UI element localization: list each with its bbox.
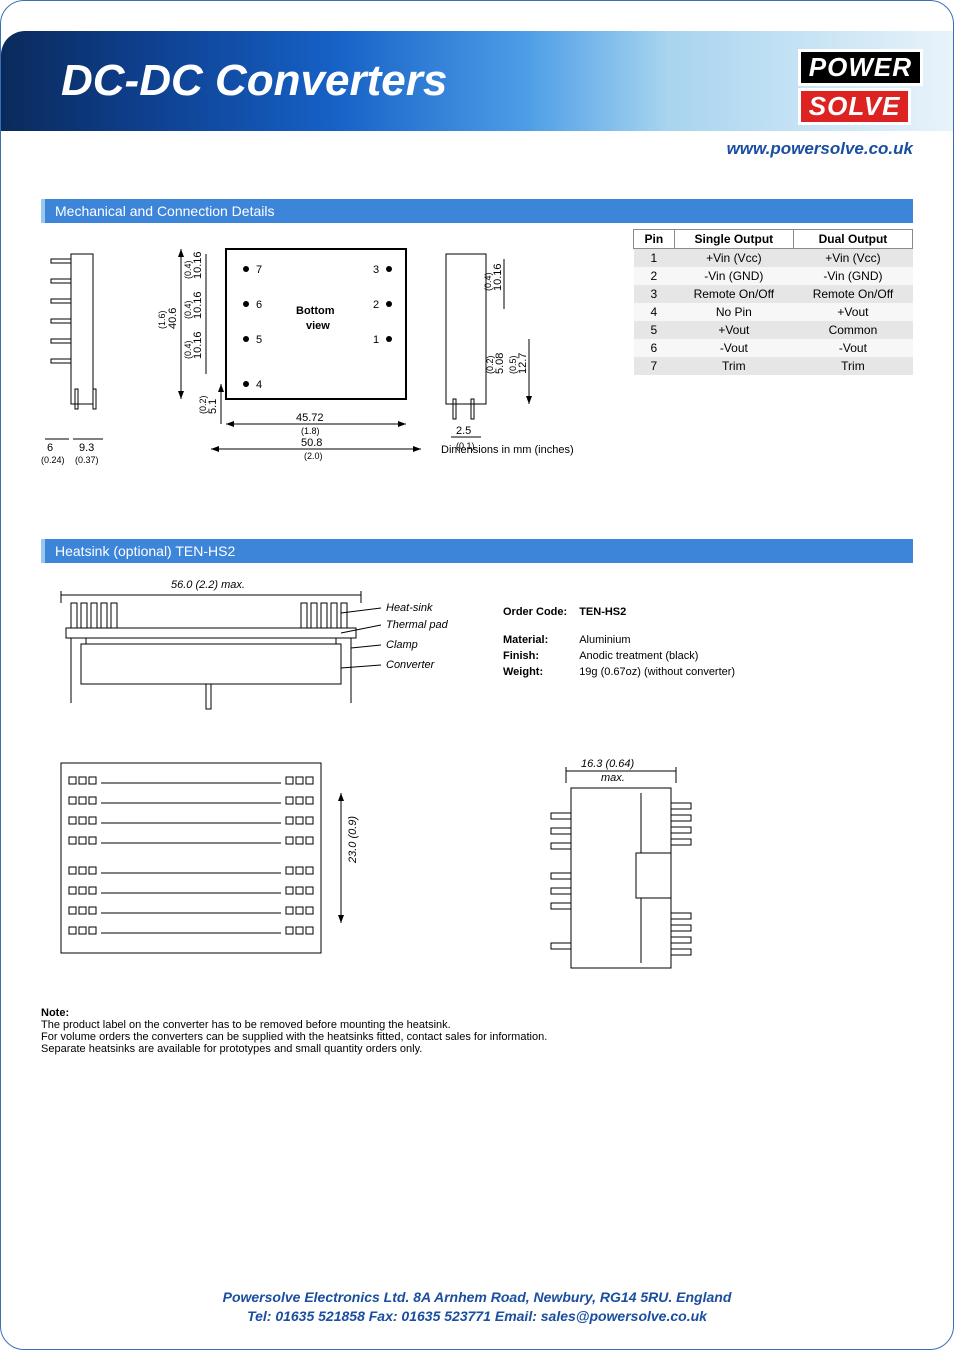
spec-weight: 19g (0.67oz) (without converter) xyxy=(579,665,745,679)
logo-top: POWER xyxy=(798,49,923,86)
dim-406in: (1.6) xyxy=(157,310,167,329)
dim-r-1016mm: 10.16 xyxy=(492,263,504,291)
dim-406mm: 40.6 xyxy=(167,308,179,329)
pin-th-2: Dual Output xyxy=(793,230,912,249)
header-url: www.powersolve.co.uk xyxy=(41,139,913,159)
dimensions-note: Dimensions in mm (inches) xyxy=(441,444,574,456)
callout-converter: Converter xyxy=(386,659,436,671)
page: DC-DC Converters POWER SOLVE www.powerso… xyxy=(0,0,954,1350)
dim-93mm: 9.3 xyxy=(79,442,94,454)
page-title: DC-DC Converters xyxy=(61,56,447,106)
heatsink-assembly-drawing: 56.0 (2.2) max. Heat-sink Thermal pad Cl… xyxy=(41,573,461,733)
pin-4: 4 xyxy=(256,379,262,391)
table-row: 7TrimTrim xyxy=(634,357,913,375)
pin-6: 6 xyxy=(256,299,262,311)
dim-4572mm: 45.72 xyxy=(296,412,324,424)
brand-logo: POWER SOLVE xyxy=(798,49,923,125)
note-block: Note: The product label on the converter… xyxy=(41,1007,913,1055)
footer-line-1: Powersolve Electronics Ltd. 8A Arnhem Ro… xyxy=(1,1288,953,1308)
pin-table-body: 1+Vin (Vcc)+Vin (Vcc) 2-Vin (GND)-Vin (G… xyxy=(634,249,913,376)
callout-thermalpad: Thermal pad xyxy=(386,619,449,631)
bottom-view-drawing: 40.6 (1.6) 10.16 (0.4) 10.16 (0.4) 10.16… xyxy=(151,229,441,479)
pin-5: 5 xyxy=(256,334,262,346)
table-row: 6-Vout-Vout xyxy=(634,339,913,357)
heatsink-end-drawing: 16.3 (0.64) max. xyxy=(521,753,721,993)
spec-material-lbl: Material: xyxy=(503,633,577,647)
header-banner: DC-DC Converters POWER SOLVE xyxy=(1,31,953,131)
callout-heatsink: Heat-sink xyxy=(386,602,433,614)
bottom-view-label-1: Bottom xyxy=(296,305,335,317)
table-row: 2-Vin (GND)-Vin (GND) xyxy=(634,267,913,285)
pin-7: 7 xyxy=(256,264,262,276)
note-line-2: For volume orders the converters can be … xyxy=(41,1031,913,1043)
dim-508mm: 50.8 xyxy=(301,437,322,449)
dim-r-1016in: (0.4) xyxy=(483,272,493,291)
spec-weight-lbl: Weight: xyxy=(503,665,577,679)
bottom-view-label-2: view xyxy=(306,320,330,332)
heatsink-specs: Order Code: TEN-HS2 Material: Aluminium … xyxy=(501,603,747,681)
dim-51mm: 5.1 xyxy=(207,399,219,414)
pin-th-1: Single Output xyxy=(674,230,793,249)
side-view-drawing: 6 (0.24) 9.3 (0.37) xyxy=(41,239,131,469)
dim-p1mm: 10.16 xyxy=(192,251,204,279)
dim-25mm: 2.5 xyxy=(456,425,471,437)
dim-4572in: (1.8) xyxy=(301,426,320,436)
section-mechanical-title: Mechanical and Connection Details xyxy=(41,199,913,223)
dim-127in: (0.5) xyxy=(508,355,518,374)
dim-p2mm: 10.16 xyxy=(192,291,204,319)
section-heatsink-title: Heatsink (optional) TEN-HS2 xyxy=(41,539,913,563)
footer-line-2: Tel: 01635 521858 Fax: 01635 523771 Emai… xyxy=(1,1307,953,1327)
dim-163mm: 16.3 (0.64) xyxy=(581,758,635,770)
heatsink-top-row: 56.0 (2.2) max. Heat-sink Thermal pad Cl… xyxy=(41,573,913,733)
note-line-3: Separate heatsinks are available for pro… xyxy=(41,1043,913,1055)
dim-p1in: (0.4) xyxy=(183,260,193,279)
table-row: 4No Pin+Vout xyxy=(634,303,913,321)
dim-6in: (0.24) xyxy=(41,455,65,465)
mechanical-drawings: 6 (0.24) 9.3 (0.37) 40.6 (1.6) 10.16 (0.… xyxy=(41,229,613,489)
dim-51in: (0.2) xyxy=(198,395,208,414)
callout-clamp: Clamp xyxy=(386,639,418,651)
spec-finish-lbl: Finish: xyxy=(503,649,577,663)
dim-508in: (2.0) xyxy=(304,451,323,461)
dim-p3in: (0.4) xyxy=(183,340,193,359)
dim-p2in: (0.4) xyxy=(183,300,193,319)
dim-508mm-r: 5.08 xyxy=(494,353,506,374)
dim-6mm: 6 xyxy=(47,442,53,454)
heatsink-plan-drawing: 23.0 (0.9) xyxy=(41,753,381,973)
dim-163max: max. xyxy=(601,772,625,784)
logo-bottom: SOLVE xyxy=(798,88,912,125)
table-row: 1+Vin (Vcc)+Vin (Vcc) xyxy=(634,249,913,268)
pin-1: 1 xyxy=(373,334,379,346)
dim-56mm: 56.0 (2.2) max. xyxy=(171,579,245,591)
spec-ordercode: TEN-HS2 xyxy=(579,605,745,619)
note-heading: Note: xyxy=(41,1007,913,1019)
pin-2: 2 xyxy=(373,299,379,311)
pin-th-0: Pin xyxy=(634,230,675,249)
dim-508in-r: (0.2) xyxy=(485,355,495,374)
end-view-drawing: 10.16 (0.4) 5.08 (0.2) 12.7 (0.5) 2.5 (0… xyxy=(441,239,551,469)
mechanical-row: 6 (0.24) 9.3 (0.37) 40.6 (1.6) 10.16 (0.… xyxy=(41,229,913,489)
dim-93in: (0.37) xyxy=(75,455,99,465)
spec-ordercode-lbl: Order Code: xyxy=(503,605,577,619)
heatsink-bottom-row: 23.0 (0.9) 16.3 (0.64) max. xyxy=(41,753,913,993)
pin-table: Pin Single Output Dual Output 1+Vin (Vcc… xyxy=(633,229,913,375)
table-row: 3Remote On/OffRemote On/Off xyxy=(634,285,913,303)
dim-23mm: 23.0 (0.9) xyxy=(347,816,359,864)
spec-finish: Anodic treatment (black) xyxy=(579,649,745,663)
dim-127mm: 12.7 xyxy=(517,353,529,374)
pin-3: 3 xyxy=(373,264,379,276)
dim-p3mm: 10.16 xyxy=(192,331,204,359)
spec-material: Aluminium xyxy=(579,633,745,647)
note-line-1: The product label on the converter has t… xyxy=(41,1019,913,1031)
table-row: 5+VoutCommon xyxy=(634,321,913,339)
page-footer: Powersolve Electronics Ltd. 8A Arnhem Ro… xyxy=(1,1288,953,1327)
